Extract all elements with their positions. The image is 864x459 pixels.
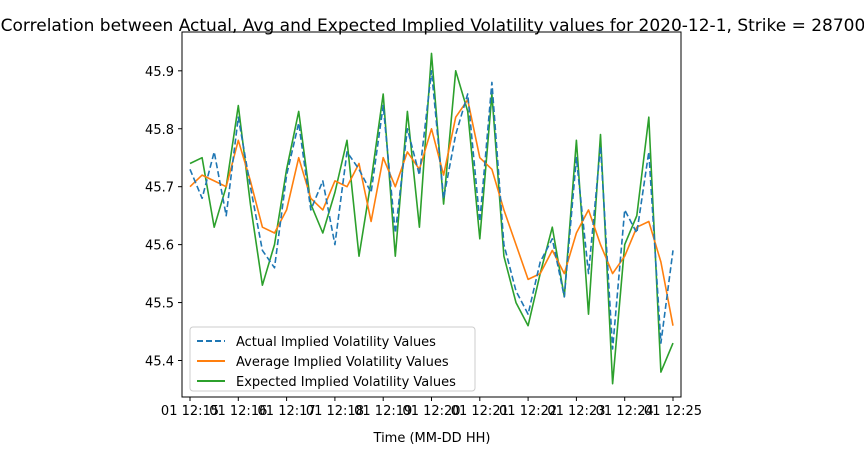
legend-frame <box>189 326 476 392</box>
x-tick-label: 01 12:15 <box>161 404 219 419</box>
y-tick-label: 45.8 <box>145 123 174 138</box>
series-line-average <box>189 99 674 326</box>
x-tick-label: 01 12:24 <box>596 404 654 419</box>
x-tick-label: 01 12:16 <box>209 404 267 419</box>
x-tick-label: 01 12:19 <box>354 404 412 419</box>
legend: Actual Implied Volatility Values Average… <box>189 326 476 392</box>
series-line-actual <box>189 70 674 350</box>
x-tick-label: 01 12:21 <box>451 404 509 419</box>
y-tick-label: 45.6 <box>145 239 174 254</box>
x-tick-label: 01 12:18 <box>306 404 364 419</box>
y-tick-label: 45.7 <box>145 181 174 196</box>
x-tick-label: 01 12:25 <box>644 404 702 419</box>
y-tick-label: 45.9 <box>145 65 174 80</box>
x-tick-label: 01 12:22 <box>499 404 557 419</box>
x-tick-label: 01 12:17 <box>258 404 316 419</box>
x-axis-label: Time (MM-DD HH) <box>373 431 491 446</box>
y-tick-label: 45.4 <box>145 355 174 370</box>
x-tick-label: 01 12:23 <box>547 404 605 419</box>
series-layer <box>189 52 674 385</box>
x-tick-label: 01 12:20 <box>402 404 460 419</box>
legend-label-actual: Actual Implied Volatility Values <box>236 335 436 350</box>
legend-label-average: Average Implied Volatility Values <box>236 355 449 370</box>
legend-label-expected: Expected Implied Volatility Values <box>236 375 456 390</box>
chart-title: Correlation between Actual, Avg and Expe… <box>1 16 864 36</box>
series-line-expected <box>189 52 674 385</box>
y-axis: 45.4 45.5 45.6 45.7 45.8 45.9 <box>145 65 182 370</box>
y-tick-label: 45.5 <box>145 297 174 312</box>
